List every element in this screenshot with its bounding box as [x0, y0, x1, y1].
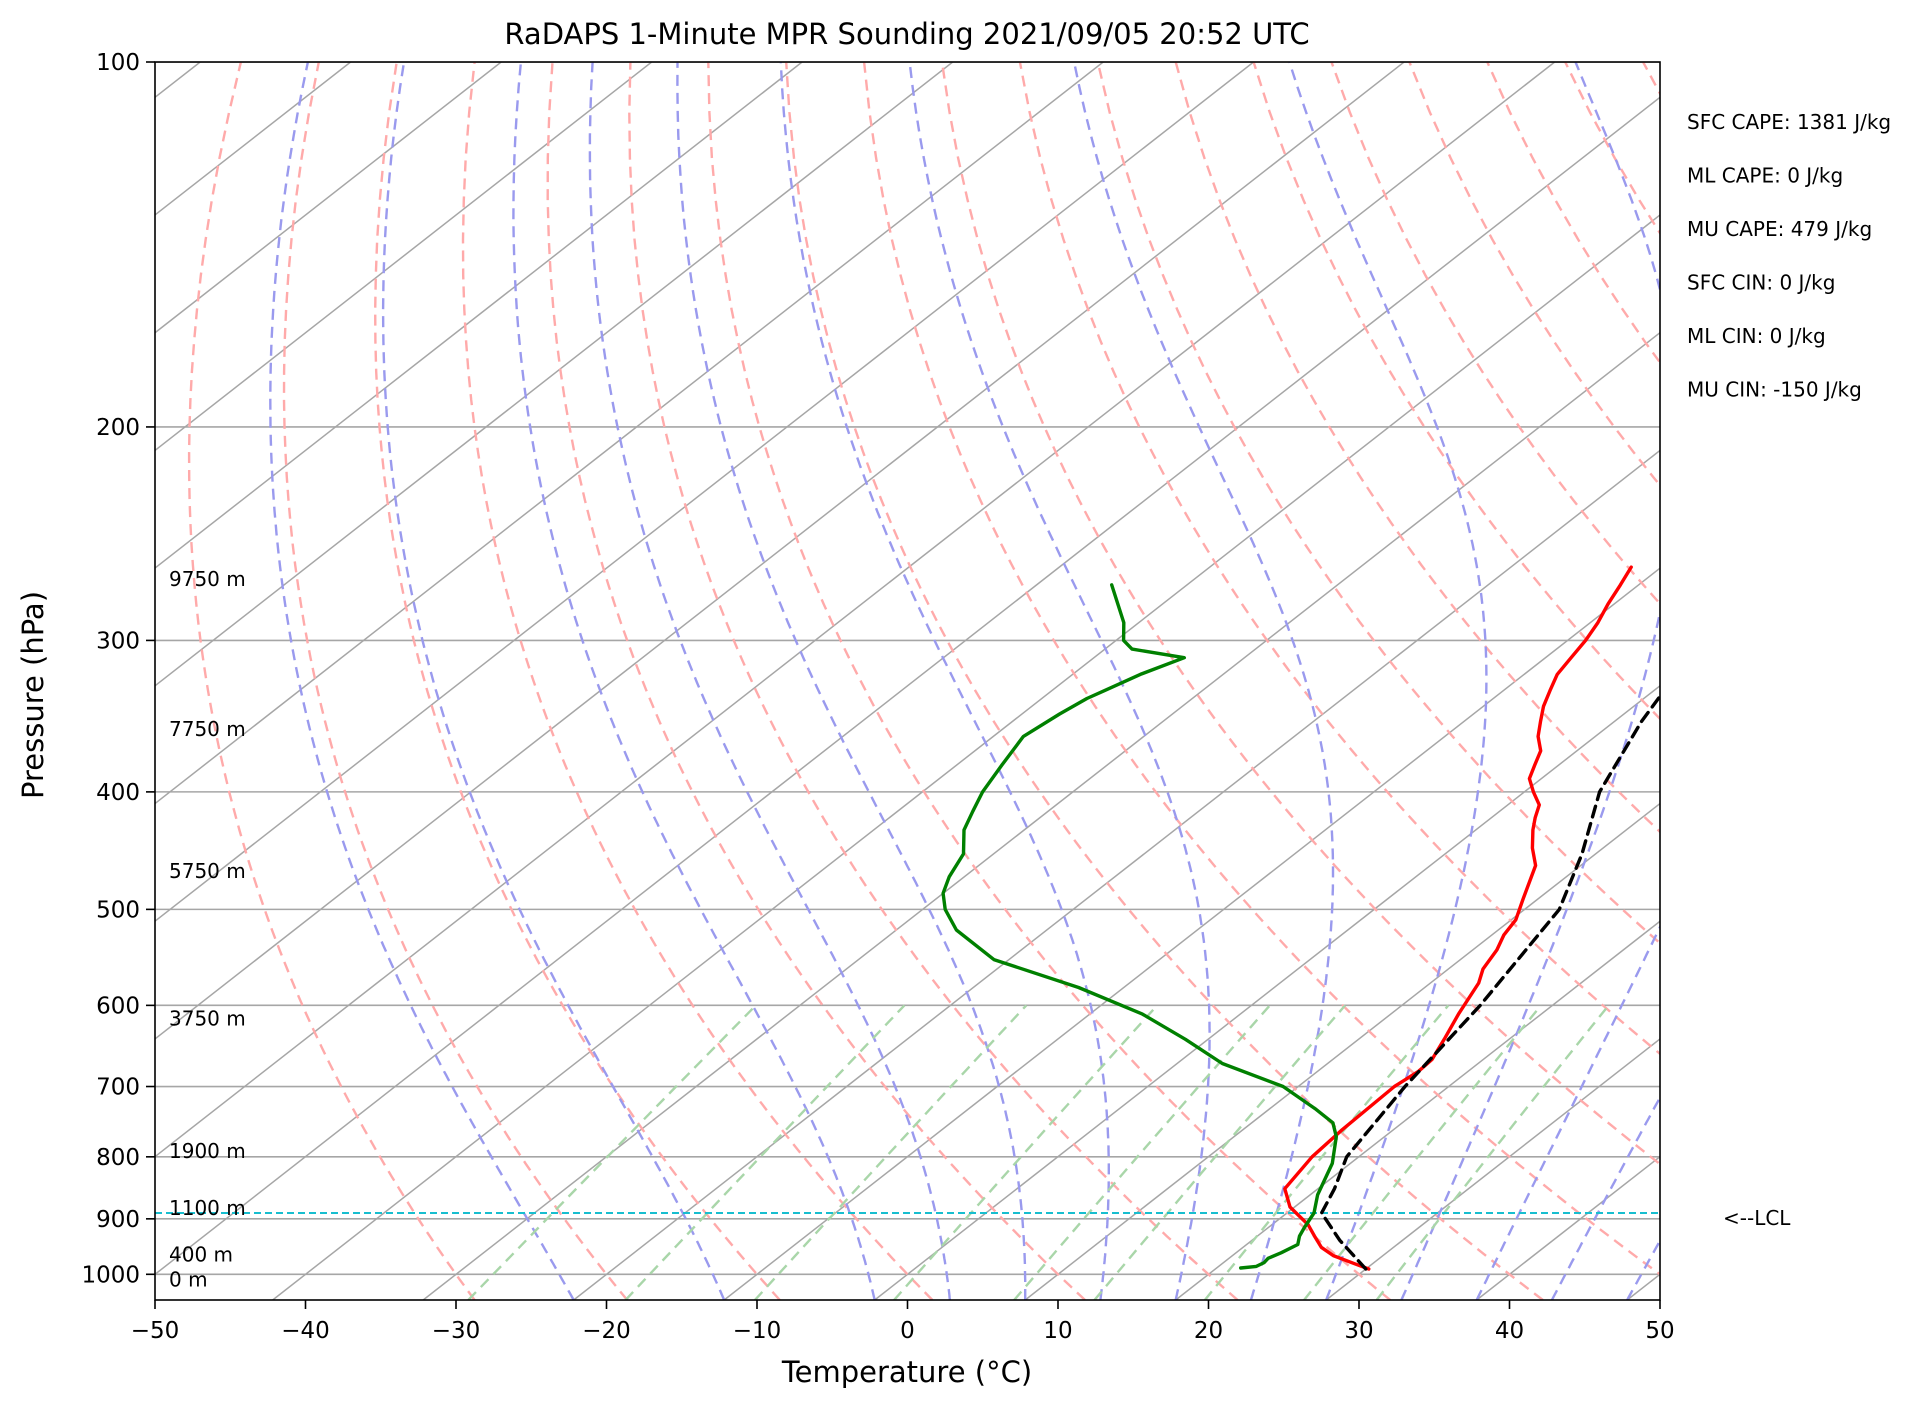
moist-adiabat-line	[512, 62, 876, 1300]
isotherm-line	[1175, 920, 1660, 1300]
x-tick-label: 0	[900, 1318, 915, 1344]
stability-annotations: SFC CAPE: 1381 J/kg ML CAPE: 0 J/kg MU CAP…	[1687, 110, 1891, 402]
dry-adiabat-line	[187, 62, 476, 1300]
height-label: 1900 m	[169, 1139, 246, 1163]
x-tick-label: 50	[1645, 1318, 1674, 1344]
height-label: 5750 m	[169, 859, 246, 883]
moist-adiabat-line	[779, 62, 1110, 1300]
moist-adiabat-line	[1072, 62, 1335, 1300]
mixing-ratio-line	[754, 1004, 1028, 1300]
stability-stat: ML CAPE: 0 J/kg	[1687, 164, 1843, 188]
x-tick-label: −10	[733, 1318, 782, 1344]
isotherm-line	[1024, 802, 1660, 1300]
stability-stat: MU CIN: -150 J/kg	[1687, 378, 1862, 402]
y-axis-label: Pressure (hPa)	[16, 591, 50, 799]
moist-adiabat-line	[588, 62, 952, 1300]
sounding-series	[155, 565, 1660, 1271]
x-tick-label: −30	[432, 1318, 481, 1344]
dry-adiabat-line	[282, 62, 629, 1300]
dry-adiabat-line	[628, 62, 1239, 1300]
y-tick-label: 600	[96, 993, 140, 1019]
mixing-ratio-line	[1303, 1004, 1542, 1300]
x-tick-label: −50	[131, 1318, 180, 1344]
mixing-ratio-line	[1375, 1004, 1610, 1300]
isotherm-line	[874, 684, 1660, 1300]
isotherm-line	[573, 449, 1660, 1300]
y-tick-label: 400	[96, 780, 140, 806]
y-tick-label: 700	[96, 1075, 140, 1101]
isotherm-line	[155, 62, 1104, 805]
height-label: 1100 m	[169, 1196, 246, 1220]
isotherm-line	[155, 62, 803, 570]
x-axis: −50 −40 −30 −20 −10 0 10 20 30 40 50	[131, 1300, 1675, 1344]
x-tick-label: 30	[1344, 1318, 1373, 1344]
y-tick-label: 900	[96, 1207, 140, 1233]
height-labels: 9750 m 7750 m 5750 m 3750 m 1900 m 1100 m 400 …	[169, 567, 246, 1291]
isotherm-line	[155, 62, 1405, 1040]
moist-adiabat-line	[676, 62, 1027, 1300]
plot-grid	[155, 62, 1660, 1300]
y-tick-label: 500	[96, 897, 140, 923]
dewpoint-profile-line	[941, 583, 1338, 1270]
moist-adiabat-line	[1475, 924, 1660, 1300]
moist-adiabat-line	[1550, 1094, 1660, 1300]
parcel-path-line	[1319, 693, 1660, 1271]
isotherm-line	[1325, 1037, 1660, 1300]
y-tick-label: 800	[96, 1145, 140, 1171]
height-label: 0 m	[169, 1268, 208, 1292]
moist-adiabat-line	[381, 62, 726, 1300]
dry-adiabat-line	[1096, 62, 1660, 945]
moist-adiabat-line	[1400, 62, 1660, 1300]
height-label: 400 m	[169, 1242, 233, 1266]
isotherm-line	[155, 62, 502, 334]
isotherm-line	[155, 62, 954, 687]
temperature-profile-line	[1283, 565, 1633, 1271]
dry-adiabat-line	[546, 62, 1086, 1300]
mixing-ratio-line	[893, 1004, 1159, 1300]
mixing-ratio-line	[467, 1004, 757, 1300]
chart-title: RaDAPS 1-Minute MPR Sounding 2021/09/05 …	[504, 17, 1309, 51]
lcl-label: <--LCL	[1723, 1206, 1791, 1230]
isotherm-line	[422, 331, 1660, 1300]
x-tick-label: 40	[1495, 1318, 1524, 1344]
x-tick-label: −20	[582, 1318, 631, 1344]
x-tick-label: 20	[1194, 1318, 1223, 1344]
y-tick-label: 300	[96, 628, 140, 654]
stability-stat: SFC CIN: 0 J/kg	[1687, 271, 1835, 295]
mixing-ratio-line	[1013, 1004, 1271, 1300]
y-tick-label: 100	[96, 50, 140, 76]
stability-stat: SFC CAPE: 1381 J/kg	[1687, 110, 1891, 134]
y-tick-label: 200	[96, 415, 140, 441]
isotherm-line	[272, 214, 1660, 1300]
dry-adiabat-line	[461, 62, 934, 1300]
dry-adiabat-line	[940, 62, 1660, 1166]
x-tick-label: 10	[1043, 1318, 1072, 1344]
y-axis: 100 200 300 400 500 600 700 800 900 1000	[81, 50, 155, 1288]
dry-adiabat-line	[862, 62, 1660, 1276]
x-tick-label: −40	[281, 1318, 330, 1344]
isotherm-line	[155, 62, 653, 452]
stability-stat: MU CAPE: 479 J/kg	[1687, 217, 1872, 241]
isotherm-line	[155, 62, 1255, 923]
mixing-ratio-line	[1203, 1004, 1450, 1300]
mixing-ratio-line	[1093, 1004, 1347, 1300]
isotherm-line	[155, 96, 1660, 1276]
height-label: 3750 m	[169, 1006, 246, 1030]
height-label: 9750 m	[169, 567, 246, 591]
height-label: 7750 m	[169, 717, 246, 741]
isotherm-line	[155, 62, 1556, 1158]
moist-adiabat-line	[269, 62, 575, 1300]
dry-adiabat-line	[1174, 62, 1660, 834]
x-axis-label: Temperature (°C)	[781, 1355, 1032, 1389]
stability-stat: ML CIN: 0 J/kg	[1687, 324, 1826, 348]
dry-adiabat-line	[785, 62, 1544, 1300]
dry-adiabat-line	[1018, 62, 1660, 1056]
y-tick-label: 1000	[81, 1262, 140, 1288]
moist-adiabat-line	[1288, 62, 1488, 1300]
